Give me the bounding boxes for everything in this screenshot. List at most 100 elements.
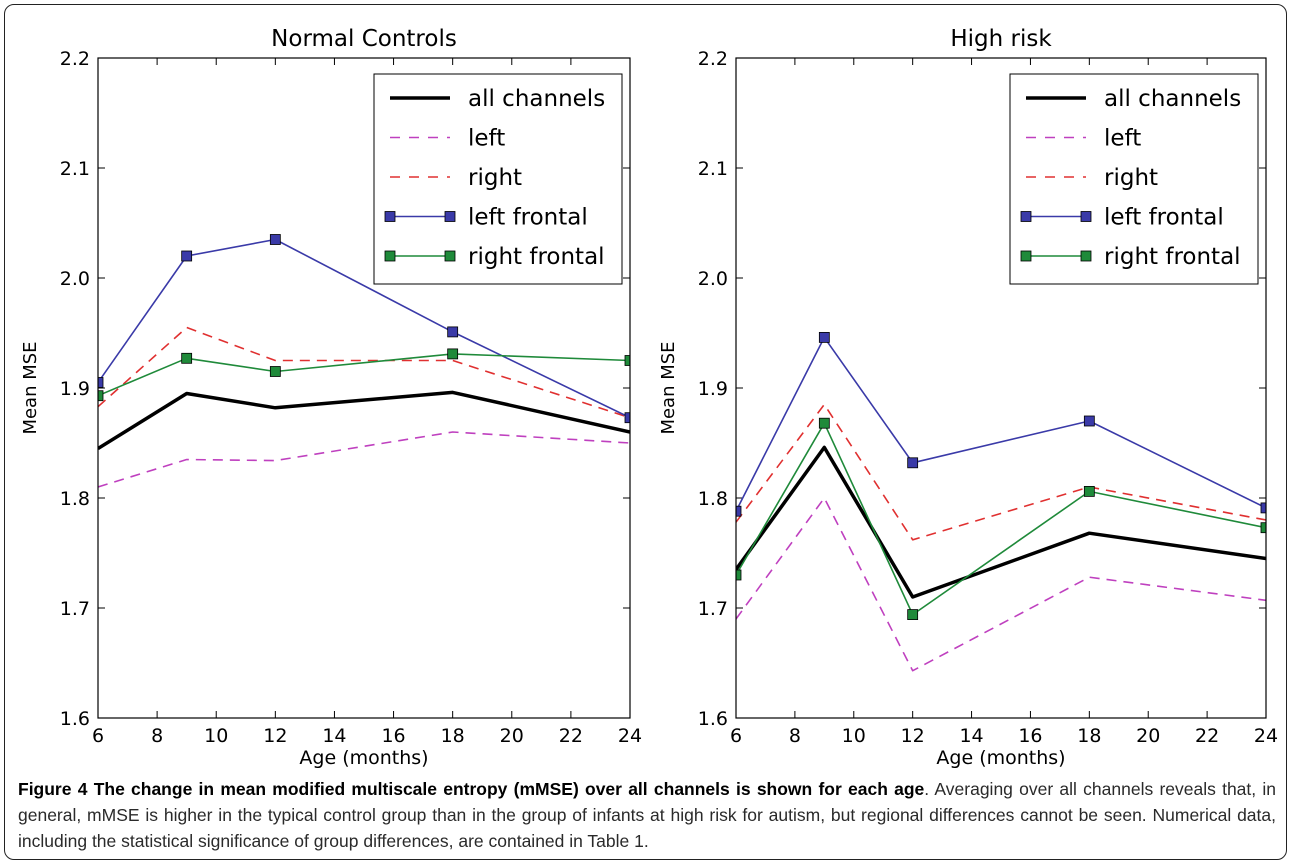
legend-label-right-frontal: right frontal <box>468 244 605 270</box>
figure-caption: Figure 4 The change in mean modified mul… <box>18 776 1276 854</box>
y-axis-label: Mean MSE <box>658 341 679 434</box>
x-tick-label: 20 <box>500 725 524 747</box>
legend-box <box>373 73 623 285</box>
data-point-right-frontal <box>736 569 742 581</box>
data-point-left-frontal <box>269 234 281 245</box>
legend-label-right: right <box>1104 165 1158 191</box>
caption-title: The change in mean modified multiscale e… <box>93 779 925 799</box>
x-tick-label: 10 <box>842 725 866 747</box>
data-point-left-frontal <box>181 250 193 262</box>
legend: all channels left right left frontal right f… <box>373 73 623 285</box>
x-tick-label: 14 <box>322 725 346 747</box>
x-axis-label: Age (months) <box>936 747 1065 769</box>
plot-frame <box>97 57 631 719</box>
series-line-left <box>98 431 630 488</box>
x-tick-label: 8 <box>151 725 163 747</box>
plot-frame <box>735 57 1267 719</box>
data-point-left-frontal <box>447 326 459 338</box>
data-point-right-frontal <box>98 390 104 402</box>
series-line-all-channels <box>98 390 630 450</box>
legend-label-left-frontal: left frontal <box>1104 205 1224 231</box>
x-tick-label: 20 <box>1136 725 1160 747</box>
x-tick-label: 22 <box>1195 725 1219 747</box>
series-line-all-channels <box>736 445 1266 599</box>
data-point-left-frontal <box>1260 502 1266 514</box>
series-group <box>736 331 1266 672</box>
y-tick-label: 1.9 <box>698 378 728 400</box>
data-point-left-frontal <box>818 331 830 343</box>
data-point-left-frontal <box>624 412 630 424</box>
data-point-left-frontal <box>736 505 742 517</box>
chart-title: Normal Controls <box>271 26 457 52</box>
y-axis-label: Mean MSE <box>20 341 41 434</box>
x-tick-label: 16 <box>381 725 405 747</box>
y-tick-label: 2.1 <box>60 158 90 180</box>
legend: all channels left right left frontal right f… <box>1009 73 1259 285</box>
legend-marker-left-frontal <box>444 211 456 222</box>
caption-body: . Averaging over all channels reveals th… <box>18 779 1276 851</box>
legend-label-left: left <box>468 126 505 152</box>
y-tick-label: 2.1 <box>698 158 728 180</box>
series-line-right <box>736 403 1266 541</box>
x-tick-label: 10 <box>204 725 228 747</box>
y-tick-label: 1.7 <box>60 598 90 620</box>
x-tick-label: 12 <box>901 725 925 747</box>
data-point-right-frontal <box>269 366 281 377</box>
data-point-right-frontal <box>907 609 919 620</box>
legend-box <box>1009 73 1259 285</box>
data-point-right-frontal <box>1260 522 1266 534</box>
legend-label-right-frontal: right frontal <box>1104 244 1241 270</box>
x-tick-label: 6 <box>730 725 742 747</box>
series-line-right-frontal <box>98 353 630 397</box>
y-tick-label: 1.8 <box>698 488 728 510</box>
y-tick-label: 1.7 <box>698 598 728 620</box>
legend-label-right: right <box>468 165 522 191</box>
x-tick-label: 18 <box>1077 725 1101 747</box>
x-tick-label: 6 <box>92 725 104 747</box>
chart-high-risk: High risk 6 8 10 12 14 16 18 20 22 24 1.6 1.7 1.8 1.9 2… <box>658 26 1278 769</box>
series-line-right <box>98 326 630 419</box>
legend-label-left-frontal: left frontal <box>468 205 588 231</box>
legend-marker-right-frontal <box>1080 250 1092 262</box>
x-tick-label: 24 <box>1254 725 1278 747</box>
caption-label: Figure 4 <box>18 779 88 799</box>
legend-marker-left-frontal <box>1080 211 1092 222</box>
legend-marker-left-frontal <box>384 211 396 222</box>
chart-title: High risk <box>950 26 1052 52</box>
y-tick-label: 2.2 <box>60 48 90 70</box>
data-point-left-frontal <box>98 377 104 388</box>
legend-label-all-channels: all channels <box>468 86 605 112</box>
data-point-right-frontal <box>447 348 459 360</box>
series-line-left-frontal <box>736 336 1266 512</box>
legend-label-left: left <box>1104 126 1141 152</box>
y-tick-label: 2.0 <box>698 268 728 290</box>
data-point-right-frontal <box>624 355 630 366</box>
data-point-left-frontal <box>1083 415 1095 427</box>
series-line-right-frontal <box>736 422 1266 616</box>
y-tick-label: 1.9 <box>60 378 90 400</box>
x-tick-label: 8 <box>789 725 801 747</box>
y-tick-label: 2.0 <box>60 268 90 290</box>
series-group <box>98 234 630 488</box>
legend-marker-right-frontal <box>384 250 396 262</box>
y-tick-label: 1.8 <box>60 488 90 510</box>
y-tick-label: 2.2 <box>698 48 728 70</box>
legend-marker-right-frontal <box>1020 250 1032 262</box>
data-point-left-frontal <box>907 457 919 469</box>
data-point-right-frontal <box>181 352 193 364</box>
x-tick-label: 22 <box>559 725 583 747</box>
x-tick-label: 14 <box>959 725 983 747</box>
data-point-right-frontal <box>1083 485 1095 497</box>
x-tick-label: 16 <box>1018 725 1042 747</box>
x-tick-label: 24 <box>618 725 642 747</box>
x-axis-label: Age (months) <box>299 747 428 769</box>
x-tick-label: 18 <box>441 725 465 747</box>
data-point-right-frontal <box>818 417 830 429</box>
y-tick-label: 1.6 <box>60 708 90 730</box>
y-tick-label: 1.6 <box>698 708 728 730</box>
legend-marker-left-frontal <box>1020 211 1032 222</box>
legend-marker-right-frontal <box>444 250 456 262</box>
chart-normal-controls: Normal Controls 6 8 10 12 14 16 18 20 22 24 1.6 1.7 1… <box>20 26 642 769</box>
figure-charts: Normal Controls 6 8 10 12 14 16 18 20 22 24 1.6 1.7 1… <box>20 26 1278 769</box>
x-tick-label: 12 <box>263 725 287 747</box>
